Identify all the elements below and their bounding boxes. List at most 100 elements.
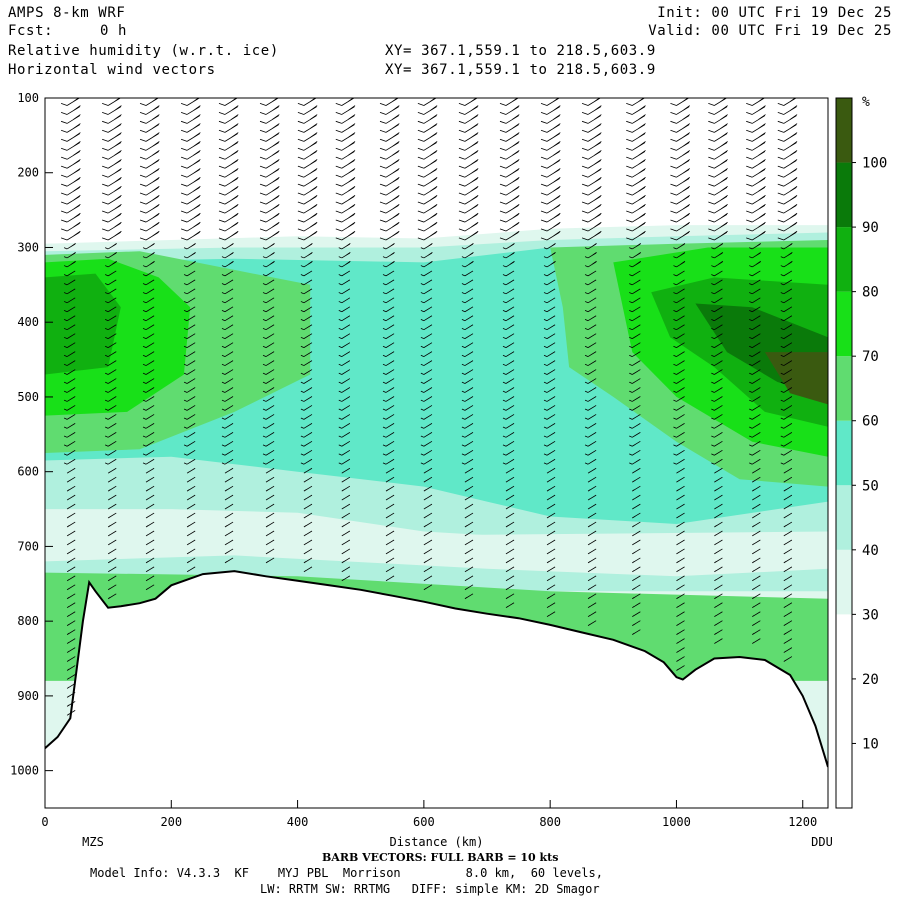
wind-barb (262, 297, 275, 304)
wind-barb (102, 168, 122, 178)
x-tick-label: 1000 (662, 815, 691, 829)
wind-barb (107, 494, 117, 501)
wind-barb (714, 638, 723, 644)
wind-barb (502, 369, 515, 375)
wind-barb (66, 503, 76, 510)
wind-barb (423, 476, 433, 483)
wind-barb (297, 186, 318, 196)
wind-barb (499, 105, 520, 115)
wind-barb (385, 530, 395, 537)
wind-barb (180, 212, 201, 223)
wind-barb (104, 297, 117, 304)
wind-barb (382, 369, 395, 375)
wind-barb (461, 333, 474, 340)
wind-barb (221, 449, 234, 456)
wind-barb-column (297, 98, 318, 573)
wind-barb (102, 194, 122, 205)
wind-barb (502, 260, 515, 268)
wind-barb (420, 360, 433, 366)
wind-barb (629, 423, 641, 429)
wind-barb (224, 494, 234, 501)
wind-barb (102, 230, 122, 241)
wind-barb (183, 315, 196, 322)
wind-barb (584, 378, 597, 384)
wind-barb (505, 539, 515, 546)
wind-barb (749, 458, 761, 465)
wind-barb (66, 584, 76, 591)
rh-band-100-right (764, 352, 828, 405)
wind-barb (584, 405, 597, 411)
wind-barb (382, 449, 395, 456)
wind-barb (303, 467, 313, 474)
wind-barb (335, 221, 356, 232)
wind-barb (673, 333, 685, 340)
wind-barb (714, 620, 723, 626)
wind-barb (183, 449, 196, 456)
wind-barb (502, 306, 515, 313)
wind-barb (673, 306, 685, 313)
colorbar-swatch (836, 98, 852, 163)
wind-barb (382, 351, 395, 357)
wind-barb (262, 396, 275, 402)
wind-barb (221, 333, 234, 340)
y-tick-label: 500 (17, 390, 39, 404)
wind-barb (420, 387, 433, 393)
wind-barb (543, 288, 556, 295)
wind-barb (63, 360, 76, 366)
wind-barb (221, 351, 234, 357)
wind-barb (417, 168, 438, 178)
wind-barb (180, 114, 201, 124)
wind-barb (335, 159, 356, 169)
wind-barb (63, 306, 76, 313)
wind-barb (102, 150, 122, 160)
wind-barb (385, 476, 395, 483)
wind-barb (711, 449, 723, 456)
wind-barb (711, 288, 723, 295)
wind-barb (102, 221, 122, 232)
wind-barb (265, 512, 275, 519)
wind-barb (300, 260, 313, 268)
wind-barb (587, 512, 597, 519)
wind-barb (66, 485, 76, 492)
wind-barb (66, 602, 76, 609)
wind-barb (502, 288, 515, 295)
wind-barb (145, 467, 155, 474)
wind-barb (714, 611, 723, 618)
wind-barb (259, 194, 280, 205)
init-time: Init: 00 UTC Fri 19 Dec 25 (657, 5, 892, 21)
wind-barb (338, 333, 351, 340)
wind-barb (262, 270, 275, 277)
wind-barb (461, 342, 474, 348)
wind-barb (711, 260, 724, 268)
wind-barb (262, 260, 275, 268)
wind-barb (221, 458, 234, 465)
wind-barb (499, 114, 520, 124)
wind-barb (581, 132, 602, 142)
wind-barb (218, 203, 239, 214)
wind-barb (265, 503, 275, 510)
wind-barb (66, 692, 76, 698)
wind-barb (379, 98, 399, 106)
wind-barb (218, 114, 239, 124)
wind-barb (338, 458, 351, 465)
wind-barb (338, 279, 351, 286)
wind-barb (66, 620, 76, 626)
wind-barb (335, 186, 356, 196)
wind-barb (749, 432, 761, 438)
wind-barb (783, 629, 793, 635)
wind-barb (341, 467, 351, 474)
wind-barb (66, 467, 76, 474)
wind-barb (499, 194, 520, 205)
wind-barb (107, 476, 117, 483)
wind-barb (262, 324, 275, 331)
wind-barb (752, 638, 761, 644)
wind-barb (752, 602, 761, 609)
wind-barb (297, 150, 318, 160)
wind-barb (265, 539, 275, 546)
wind-barb (420, 423, 433, 429)
wind-barb (584, 414, 597, 420)
wind-barb (142, 279, 155, 286)
wind-barb (303, 485, 313, 492)
wind-barb (385, 557, 395, 564)
wind-barb (420, 279, 433, 286)
